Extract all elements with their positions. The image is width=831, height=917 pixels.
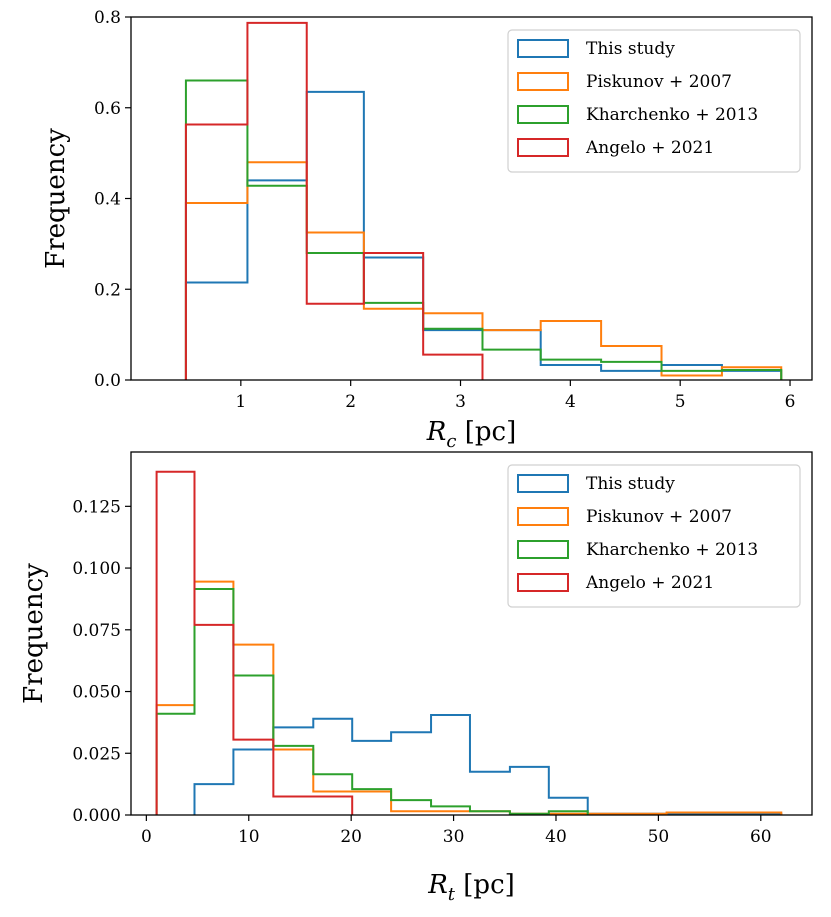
- legend-label-angelo-2021: Angelo + 2021: [585, 138, 714, 158]
- legend-label-piskunov-2007: Piskunov + 2007: [586, 72, 732, 92]
- y-tick-label: 0.6: [94, 99, 121, 119]
- legend-swatch-piskunov-2007: [517, 507, 569, 526]
- legend-label-kharchenko-2013: Kharchenko + 2013: [586, 540, 758, 560]
- step-series-angelo-2021: [184, 21, 484, 380]
- legend-label-this-study: This study: [586, 39, 675, 59]
- x-tick-label: 3: [455, 392, 466, 412]
- y-tick-label: 0.125: [72, 497, 121, 517]
- legend-swatch-piskunov-2007: [517, 72, 569, 91]
- legend: This study Piskunov + 2007 Kharchenko + 20…: [507, 464, 801, 608]
- legend-swatch-kharchenko-2013: [517, 540, 569, 559]
- legend-label-this-study: This study: [586, 474, 675, 494]
- axes-frame: [130, 451, 813, 816]
- y-axis-label: Frequency: [41, 128, 71, 269]
- x-tick-label: 40: [545, 827, 567, 847]
- x-tick-label: 50: [648, 827, 670, 847]
- x-tick-label: 10: [238, 827, 260, 847]
- x-tick-label: 60: [750, 827, 772, 847]
- y-tick-label: 0.025: [72, 744, 121, 764]
- y-tick-label: 0.2: [94, 280, 121, 300]
- y-tick-label: 0.0: [94, 371, 121, 391]
- x-tick-label: 1: [235, 392, 246, 412]
- step-series-kharchenko-2013: [184, 79, 783, 380]
- legend: This study Piskunov + 2007 Kharchenko + 20…: [507, 29, 801, 173]
- x-axis-label: Rc [pc]: [426, 417, 516, 452]
- legend-swatch-angelo-2021: [517, 138, 569, 157]
- y-tick-label: 0.075: [72, 621, 121, 641]
- step-series-this-study: [193, 713, 783, 815]
- x-axis-label: Rt [pc]: [427, 870, 515, 905]
- y-axis-label: Frequency: [19, 563, 49, 704]
- legend-label-piskunov-2007: Piskunov + 2007: [586, 507, 732, 527]
- bottom-panel-rt-histogram: 0 10 20 30 40 50 60 0.000 0.025 0.050 0.075 0.100 0.…: [19, 451, 813, 905]
- x-tick-label: 30: [443, 827, 465, 847]
- step-series-angelo-2021: [155, 470, 354, 815]
- legend-label-kharchenko-2013: Kharchenko + 2013: [586, 105, 758, 125]
- x-tick-label: 2: [345, 392, 356, 412]
- step-series-piskunov-2007: [155, 580, 783, 815]
- y-tick-label: 0.050: [72, 683, 121, 703]
- step-series-piskunov-2007: [184, 161, 783, 380]
- x-tick-label: 0: [141, 827, 152, 847]
- y-tick-label: 0.8: [94, 8, 121, 28]
- step-series-kharchenko-2013: [155, 588, 589, 815]
- x-tick-label: 5: [675, 392, 686, 412]
- legend-frame: [507, 464, 801, 608]
- y-tick-label: 0.4: [94, 190, 121, 210]
- legend-swatch-angelo-2021: [517, 573, 569, 592]
- y-tick-label: 0.100: [72, 559, 121, 579]
- x-tick-label: 4: [565, 392, 576, 412]
- legend-label-angelo-2021: Angelo + 2021: [585, 573, 714, 593]
- legend-frame: [507, 29, 801, 173]
- x-tick-label: 6: [785, 392, 796, 412]
- legend-swatch-kharchenko-2013: [517, 105, 569, 124]
- legend-swatch-this-study: [517, 474, 569, 493]
- legend-swatch-this-study: [517, 39, 569, 58]
- top-panel-rc-histogram: 1 2 3 4 5 6 0.0 0.2 0.4 0.6 0.8 Rc [pc] Frequency Thi…: [41, 8, 813, 452]
- x-tick-label: 20: [340, 827, 362, 847]
- y-tick-label: 0.000: [72, 806, 121, 826]
